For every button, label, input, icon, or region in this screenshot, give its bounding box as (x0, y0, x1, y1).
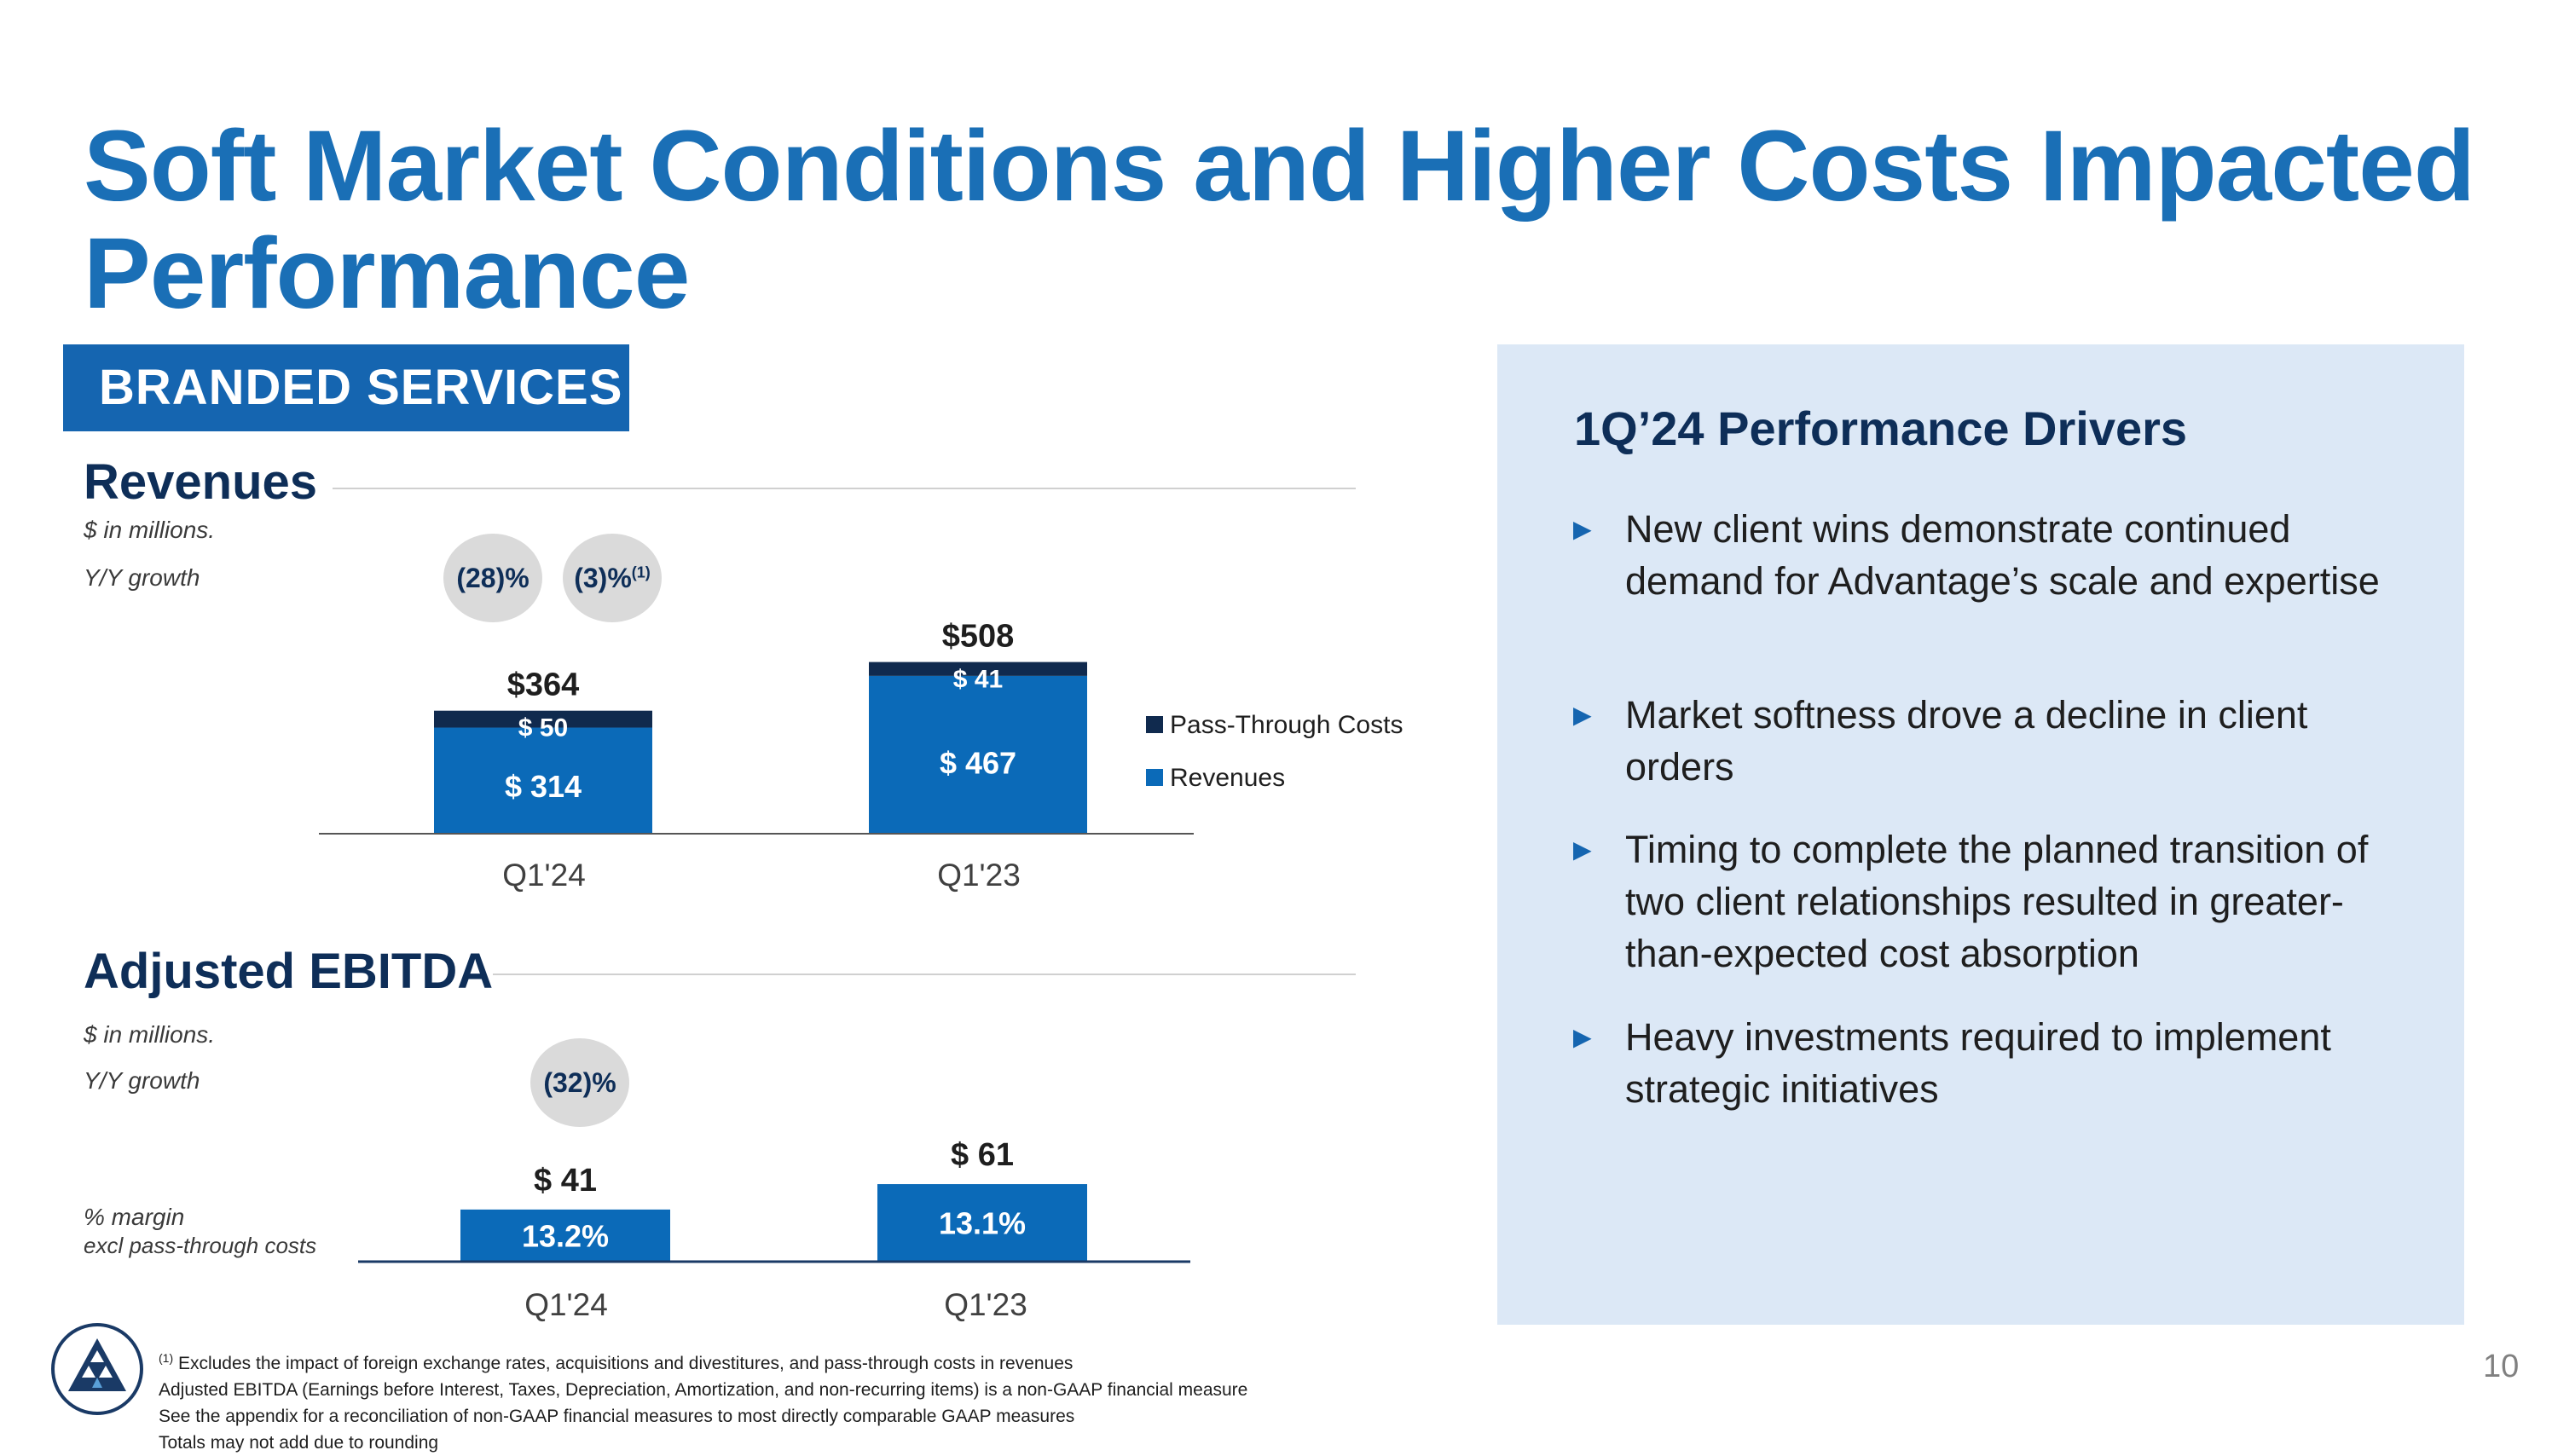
margin-label: 13.1% (939, 1206, 1026, 1241)
ebitda-unit-note: $ in millions. (84, 1021, 216, 1048)
total-value-label: $364 (507, 667, 580, 703)
revenues-tick-q1-24: Q1'24 (502, 858, 586, 893)
page-number: 10 (2483, 1349, 2520, 1384)
revenues-heading: Revenues (84, 454, 318, 510)
bullet-arrow-icon: ► (1567, 832, 1598, 867)
revenues-growth-badge-total: (28)% (443, 534, 542, 622)
revenues-value-label: $ 467 (940, 746, 1016, 781)
revenues-unit-note: $ in millions. (84, 517, 216, 543)
revenues-tick-q1-23: Q1'23 (937, 858, 1021, 893)
company-logo-icon (51, 1323, 143, 1415)
revenues-growth-badge-organic: (3)%(1) (563, 534, 662, 622)
driver-bullet: ► Heavy investments required to implemen… (1567, 1011, 2445, 1122)
margin-label: 13.2% (522, 1218, 609, 1253)
footnote-1: (1) Excludes the impact of foreign excha… (159, 1351, 1074, 1373)
revenues-divider (333, 488, 1356, 489)
bullet-arrow-icon: ► (1567, 511, 1598, 546)
pass-through-bar (869, 662, 1087, 676)
driver-text: New client wins demonstrate continued de… (1625, 507, 2380, 603)
ebitda-divider (493, 974, 1356, 975)
footnotes: (1) Excludes the impact of foreign excha… (159, 1345, 1247, 1456)
performance-drivers-panel (1497, 344, 2464, 1325)
driver-text: Heavy investments required to implement … (1625, 1015, 2331, 1111)
page-title: Soft Market Conditions and Higher Costs … (84, 110, 2475, 330)
revenues-bar (869, 675, 1087, 834)
revenues-growth-label: Y/Y growth (84, 564, 200, 591)
revenues-chart: $ 314 $ 50 $364 $ 467 $ 41 $508 Pass-Through C… (319, 619, 1403, 835)
bullet-arrow-icon: ► (1567, 1020, 1598, 1054)
total-value-label: $508 (942, 619, 1015, 655)
pass-through-value-label: $ 41 (953, 666, 1003, 694)
ebitda-value-label: $ 41 (534, 1163, 597, 1199)
ebitda-tick-q1-23: Q1'23 (944, 1287, 1027, 1322)
ebitda-growth-label: Y/Y growth (84, 1067, 200, 1094)
legend-label: Pass-Through Costs (1170, 711, 1403, 739)
driver-text: Market softness drove a decline in clien… (1625, 693, 2308, 789)
footnote-3: See the appendix for a reconciliation of… (159, 1407, 1075, 1426)
ebitda-value-label: $ 61 (951, 1137, 1014, 1173)
driver-bullet: ► Market softness drove a decline in cli… (1567, 689, 2445, 800)
ebitda-bar (460, 1209, 670, 1262)
ebitda-growth-badge: (32)% (530, 1038, 629, 1127)
revenues-bar (434, 727, 652, 834)
driver-text: Timing to complete the planned transitio… (1625, 828, 2369, 975)
legend-label: Revenues (1170, 764, 1285, 792)
footnote-4: Totals may not add due to rounding (159, 1433, 439, 1453)
footnote-2: Adjusted EBITDA (Earnings before Interes… (159, 1380, 1248, 1400)
panel-title: 1Q’24 Performance Drivers (1574, 402, 2188, 455)
section-tag: BRANDED SERVICES (63, 344, 629, 431)
margin-label-sub: excl pass-through costs (84, 1233, 317, 1258)
pass-through-value-label: $ 50 (518, 714, 568, 742)
legend-swatch (1146, 716, 1163, 733)
ebitda-tick-q1-24: Q1'24 (524, 1287, 608, 1322)
legend-swatch (1146, 769, 1163, 786)
ebitda-bar (877, 1184, 1087, 1262)
driver-bullet: ► New client wins demonstrate continued … (1567, 503, 2445, 665)
ebitda-chart: 13.2% $ 41 13.1% $ 61 (358, 1137, 1190, 1263)
bullet-arrow-icon: ► (1567, 697, 1598, 732)
ebitda-heading: Adjusted EBITDA (84, 944, 494, 999)
driver-bullet: ► Timing to complete the planned transit… (1567, 823, 2445, 985)
revenues-value-label: $ 314 (505, 769, 582, 804)
margin-label: % margin (84, 1204, 185, 1230)
pass-through-bar (434, 710, 652, 728)
